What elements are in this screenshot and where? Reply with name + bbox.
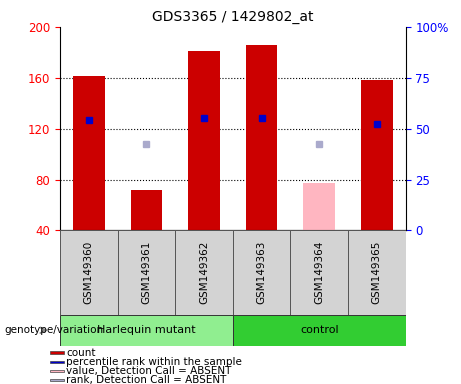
Text: Harlequin mutant: Harlequin mutant <box>97 325 195 335</box>
Bar <box>130 190 162 230</box>
Text: GSM149362: GSM149362 <box>199 241 209 305</box>
Bar <box>233 230 290 315</box>
Bar <box>303 183 335 230</box>
Text: GSM149363: GSM149363 <box>257 241 266 305</box>
Bar <box>50 361 64 363</box>
Bar <box>175 230 233 315</box>
Text: value, Detection Call = ABSENT: value, Detection Call = ABSENT <box>66 366 231 376</box>
Bar <box>233 315 406 346</box>
Text: GSM149365: GSM149365 <box>372 241 382 305</box>
Bar <box>60 230 118 315</box>
Text: count: count <box>66 348 95 358</box>
Bar <box>361 80 393 230</box>
Bar <box>50 379 64 381</box>
Title: GDS3365 / 1429802_at: GDS3365 / 1429802_at <box>152 10 313 25</box>
Text: GSM149360: GSM149360 <box>84 241 94 304</box>
Text: genotype/variation: genotype/variation <box>5 325 104 335</box>
Bar <box>348 230 406 315</box>
Text: GSM149364: GSM149364 <box>314 241 324 305</box>
Text: GSM149361: GSM149361 <box>142 241 151 305</box>
Bar <box>50 370 64 372</box>
Text: rank, Detection Call = ABSENT: rank, Detection Call = ABSENT <box>66 375 226 384</box>
Text: control: control <box>300 325 338 335</box>
Bar <box>118 230 175 315</box>
Text: percentile rank within the sample: percentile rank within the sample <box>66 357 242 367</box>
Bar <box>290 230 348 315</box>
Bar <box>246 45 278 230</box>
Bar <box>188 51 220 230</box>
Bar <box>60 315 233 346</box>
Bar <box>50 351 64 354</box>
Bar <box>73 76 105 230</box>
